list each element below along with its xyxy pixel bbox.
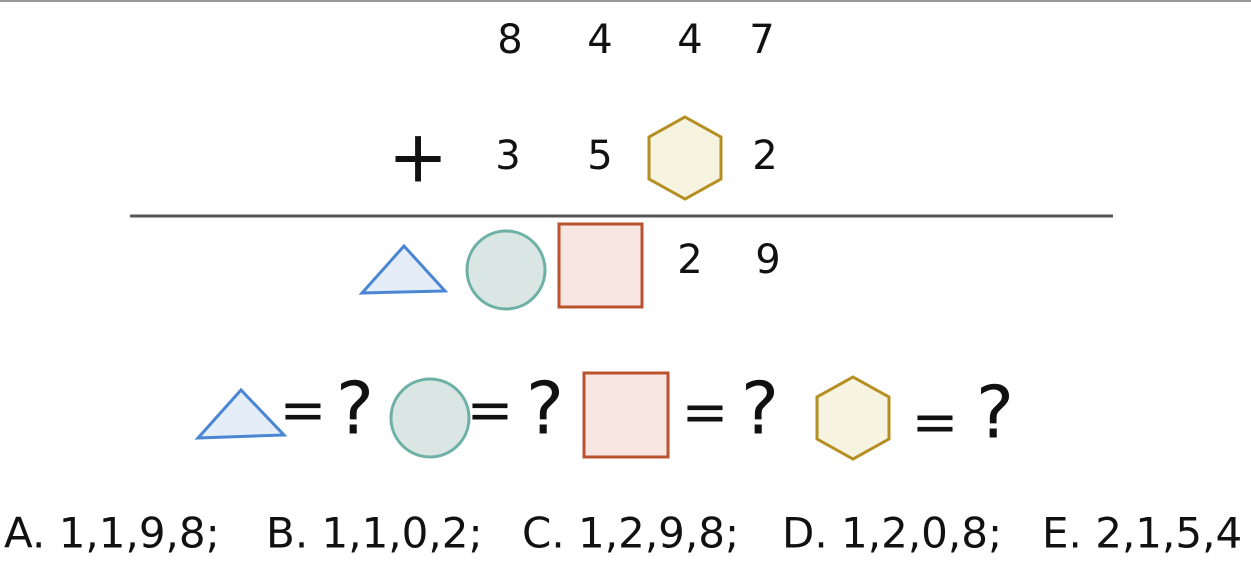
option: D. 1,2,0,8; — [782, 509, 1002, 558]
question-mark: ? — [526, 367, 564, 451]
hexagon — [815, 375, 891, 461]
option: B. 1,1,0,2; — [266, 509, 483, 558]
question-mark: ? — [336, 367, 374, 451]
equals: = — [467, 378, 514, 443]
hexagon — [647, 115, 723, 201]
digit: 7 — [749, 17, 774, 63]
digit: 3 — [495, 133, 520, 179]
digit: 8 — [497, 17, 522, 63]
square — [582, 371, 670, 459]
circle — [465, 229, 547, 311]
option: C. 1,2,9,8; — [522, 509, 739, 558]
equals: = — [280, 378, 327, 443]
equals: = — [912, 390, 959, 455]
question-mark: ? — [976, 371, 1014, 455]
digit: 2 — [677, 237, 702, 283]
digit: 2 — [752, 133, 777, 179]
option: A. 1,1,9,8; — [4, 509, 220, 558]
digit: 5 — [587, 133, 612, 179]
digit: 4 — [677, 17, 702, 63]
digit: 9 — [755, 237, 780, 283]
question-mark: ? — [741, 367, 779, 451]
triangle — [194, 387, 288, 440]
option: E. 2,1,5,4 — [1042, 509, 1242, 558]
triangle — [358, 243, 449, 295]
square — [557, 222, 644, 309]
circle — [389, 377, 471, 459]
equals: = — [682, 380, 729, 445]
operator: + — [388, 115, 448, 199]
digit: 4 — [587, 17, 612, 63]
